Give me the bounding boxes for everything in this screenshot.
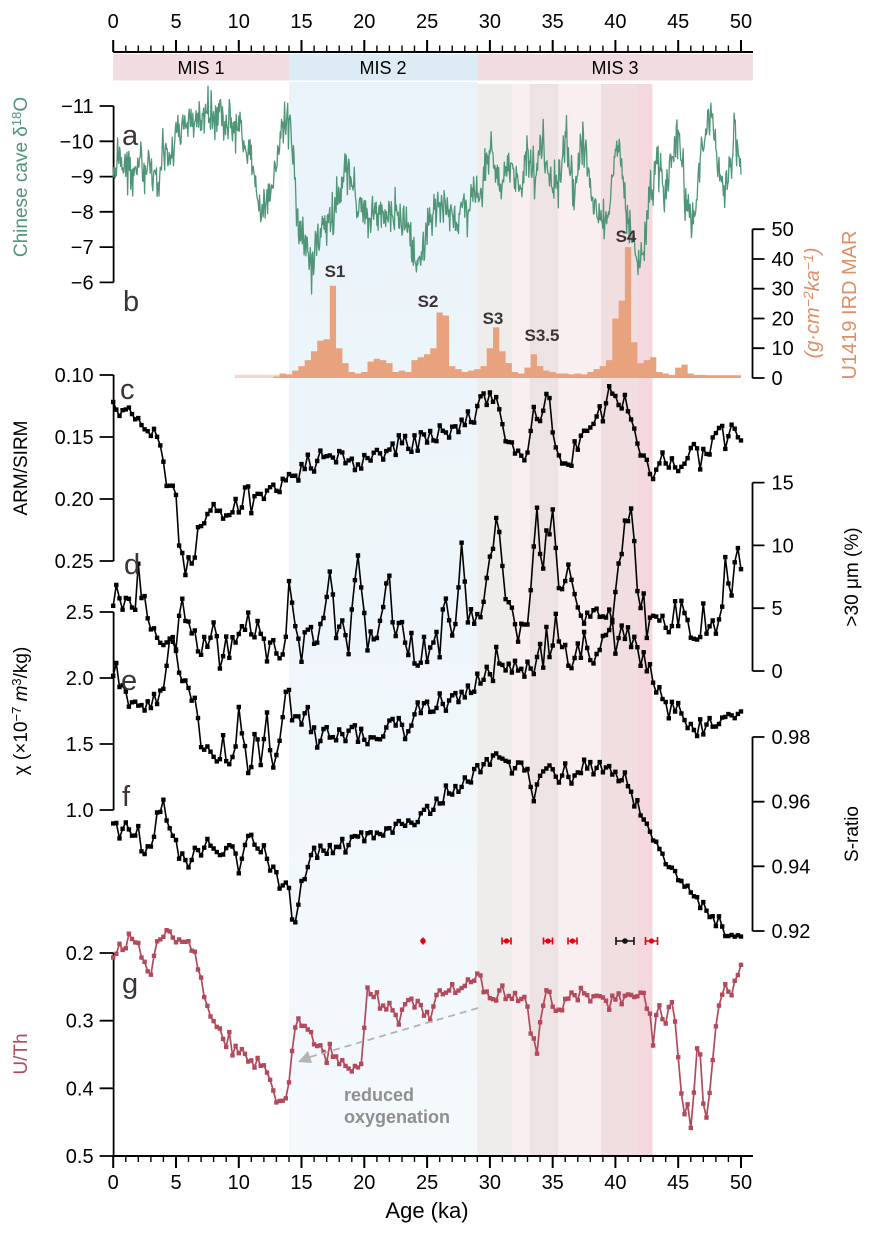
svg-text:30: 30 (479, 11, 501, 33)
svg-text:1.5: 1.5 (66, 734, 94, 756)
svg-text:S1: S1 (325, 262, 346, 281)
svg-text:−9: −9 (71, 167, 94, 189)
svg-text:−11: −11 (61, 96, 93, 118)
svg-text:0.10: 0.10 (55, 365, 94, 387)
svg-text:30: 30 (772, 279, 794, 301)
svg-text:MIS 3: MIS 3 (591, 58, 638, 78)
svg-text:b: b (123, 286, 139, 318)
svg-text:c: c (120, 374, 135, 406)
svg-text:15: 15 (290, 1172, 312, 1194)
svg-text:0.5: 0.5 (66, 1146, 94, 1168)
svg-text:S2: S2 (418, 292, 439, 311)
svg-text:−7: −7 (71, 237, 94, 259)
svg-text:35: 35 (542, 11, 564, 33)
svg-text:0: 0 (772, 368, 783, 390)
svg-text:25: 25 (416, 11, 438, 33)
svg-text:2.5: 2.5 (66, 602, 94, 624)
svg-text:50: 50 (730, 11, 752, 33)
svg-text:MIS 1: MIS 1 (177, 58, 224, 78)
svg-text:45: 45 (667, 11, 689, 33)
svg-text:>30 μm (%): >30 μm (%) (842, 527, 863, 626)
svg-text:50: 50 (772, 219, 794, 241)
svg-text:U/Th: U/Th (11, 1033, 32, 1074)
svg-text:−10: −10 (60, 131, 94, 153)
svg-text:0.4: 0.4 (66, 1078, 94, 1100)
svg-text:10: 10 (228, 11, 250, 33)
svg-text:χ (×10−7 m3/kg): χ (×10−7 m3/kg) (9, 647, 32, 776)
svg-text:a: a (122, 120, 139, 152)
svg-text:50: 50 (730, 1172, 752, 1194)
svg-text:10: 10 (228, 1172, 250, 1194)
svg-text:0.25: 0.25 (55, 551, 94, 573)
svg-text:5: 5 (170, 1172, 181, 1194)
svg-text:ARM/SIRM: ARM/SIRM (11, 421, 32, 516)
svg-text:30: 30 (479, 1172, 501, 1194)
svg-text:reduced: reduced (344, 1085, 414, 1105)
svg-text:0.96: 0.96 (772, 792, 811, 814)
svg-text:U1419 IRD MAR: U1419 IRD MAR (839, 231, 861, 380)
svg-text:S4: S4 (616, 227, 637, 246)
svg-text:20: 20 (353, 11, 375, 33)
svg-text:S3.5: S3.5 (525, 326, 560, 345)
svg-text:45: 45 (667, 1172, 689, 1194)
svg-text:S-ratio: S-ratio (842, 806, 863, 862)
svg-text:d: d (124, 549, 140, 581)
svg-text:20: 20 (353, 1172, 375, 1194)
svg-text:0: 0 (772, 661, 783, 683)
svg-text:0.20: 0.20 (55, 489, 94, 511)
svg-text:f: f (122, 781, 131, 813)
svg-text:0.98: 0.98 (772, 727, 811, 749)
svg-text:0.92: 0.92 (772, 921, 811, 943)
svg-text:S3: S3 (483, 309, 504, 328)
svg-text:15: 15 (290, 11, 312, 33)
svg-text:g: g (122, 968, 138, 1000)
svg-text:0: 0 (108, 11, 119, 33)
svg-text:Chinese cave δ18O: Chinese cave δ18O (9, 97, 32, 257)
svg-text:5: 5 (772, 598, 783, 620)
svg-text:oxygenation: oxygenation (344, 1107, 450, 1127)
svg-text:40: 40 (604, 11, 626, 33)
svg-text:15: 15 (772, 473, 794, 495)
svg-text:10: 10 (772, 535, 794, 557)
svg-text:1.0: 1.0 (66, 800, 94, 822)
svg-text:−8: −8 (71, 202, 94, 224)
svg-text:40: 40 (772, 249, 794, 271)
svg-text:0.3: 0.3 (66, 1011, 94, 1033)
svg-text:5: 5 (170, 11, 181, 33)
svg-text:Age (ka): Age (ka) (385, 1198, 468, 1223)
svg-text:−6: −6 (71, 272, 94, 294)
svg-text:0: 0 (108, 1172, 119, 1194)
svg-text:0.94: 0.94 (772, 856, 811, 878)
svg-text:40: 40 (604, 1172, 626, 1194)
svg-text:0.15: 0.15 (55, 427, 94, 449)
svg-text:2.0: 2.0 (66, 668, 94, 690)
svg-text:25: 25 (416, 1172, 438, 1194)
svg-text:35: 35 (542, 1172, 564, 1194)
svg-text:0.2: 0.2 (66, 943, 94, 965)
svg-text:20: 20 (772, 309, 794, 331)
svg-text:MIS 2: MIS 2 (359, 58, 406, 78)
svg-text:e: e (121, 665, 137, 697)
svg-text:10: 10 (772, 338, 794, 360)
